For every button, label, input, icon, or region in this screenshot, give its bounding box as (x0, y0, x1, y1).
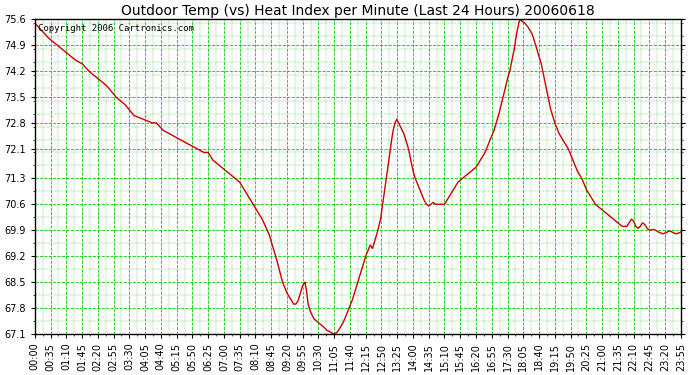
Text: Copyright 2006 Cartronics.com: Copyright 2006 Cartronics.com (38, 24, 194, 33)
Title: Outdoor Temp (vs) Heat Index per Minute (Last 24 Hours) 20060618: Outdoor Temp (vs) Heat Index per Minute … (121, 4, 595, 18)
